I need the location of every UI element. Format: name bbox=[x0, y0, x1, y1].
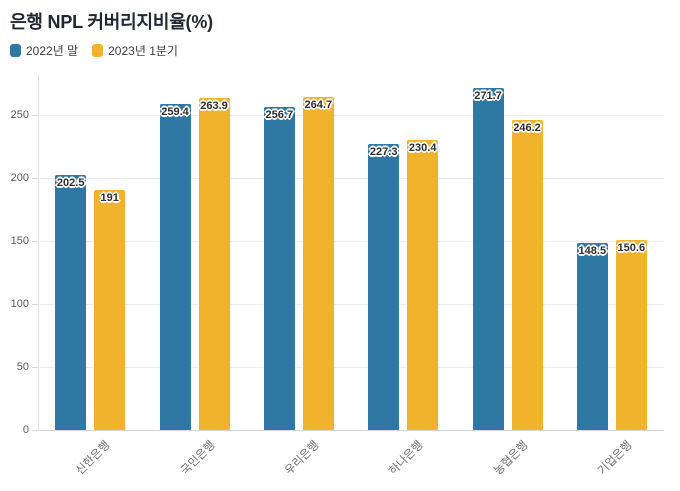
bar-value-label: 202.5 bbox=[56, 177, 85, 190]
legend-label: 2022년 말 bbox=[26, 44, 79, 58]
bar-series1 bbox=[368, 143, 400, 430]
y-tick bbox=[32, 178, 38, 179]
chart-title: 은행 NPL 커버리지비율(%) bbox=[10, 12, 213, 32]
chart-legend: 2022년 말 2023년 1분기 bbox=[10, 42, 178, 59]
bar-series1 bbox=[263, 106, 295, 430]
bar-value-label: 256.7 bbox=[265, 108, 294, 121]
x-axis-category-label: 하나은행 bbox=[387, 439, 426, 478]
gridline bbox=[38, 115, 664, 116]
x-axis-category-label: 기업은행 bbox=[595, 439, 635, 478]
y-tick bbox=[32, 304, 38, 305]
bar-value-label: 264.7 bbox=[304, 98, 333, 111]
gridline bbox=[38, 241, 664, 242]
bar-value-label: 148.5 bbox=[578, 245, 607, 258]
legend-swatch bbox=[10, 44, 21, 57]
legend-item-2023q1: 2023년 1분기 bbox=[92, 42, 178, 59]
gridline bbox=[38, 367, 664, 368]
x-axis-category-label: 농협은행 bbox=[491, 439, 531, 478]
legend-swatch bbox=[92, 44, 104, 57]
bar-series1 bbox=[576, 243, 608, 430]
bar-series1 bbox=[55, 175, 87, 430]
bar-value-label: 150.6 bbox=[617, 242, 646, 255]
bar-value-label: 230.4 bbox=[408, 142, 437, 154]
bar-value-label: 227.3 bbox=[369, 145, 398, 158]
legend-item-2022: 2022년 말 bbox=[10, 42, 78, 59]
bar-series2 bbox=[94, 189, 126, 430]
legend-label: 2023년 1분기 bbox=[108, 44, 178, 58]
y-axis-tick-label: 200 bbox=[10, 172, 29, 184]
gridline bbox=[38, 178, 664, 179]
x-axis-category-label: 신한은행 bbox=[74, 439, 113, 478]
y-tick bbox=[32, 241, 38, 242]
y-axis-tick-label: 50 bbox=[16, 361, 29, 373]
x-axis-category-label: 우리은행 bbox=[282, 439, 322, 478]
x-axis-category-label: 국민은행 bbox=[178, 439, 218, 478]
bar-value-label: 246.2 bbox=[513, 122, 541, 135]
bar-series2 bbox=[407, 140, 439, 430]
y-axis-tick-label: 250 bbox=[10, 109, 29, 121]
bar-value-label: 259.4 bbox=[161, 105, 189, 118]
y-tick bbox=[32, 367, 38, 368]
gridline bbox=[38, 304, 664, 305]
bar-series2 bbox=[511, 120, 543, 430]
y-axis-tick-label: 100 bbox=[10, 298, 29, 310]
bar-value-label: 191 bbox=[100, 191, 119, 204]
bar-value-label: 271.7 bbox=[474, 90, 502, 102]
bar-series2 bbox=[198, 97, 230, 430]
bar-series1 bbox=[472, 88, 504, 430]
bar-series2 bbox=[615, 240, 647, 430]
y-axis-tick-label: 150 bbox=[10, 235, 29, 247]
bar-series1 bbox=[159, 103, 191, 430]
bar-series2 bbox=[302, 96, 334, 430]
y-tick bbox=[32, 115, 38, 116]
y-axis-tick-label: 0 bbox=[22, 424, 29, 436]
y-axis-line bbox=[38, 75, 39, 430]
y-tick bbox=[32, 430, 38, 431]
x-axis-line bbox=[38, 430, 664, 431]
bar-value-label: 263.9 bbox=[200, 99, 228, 112]
